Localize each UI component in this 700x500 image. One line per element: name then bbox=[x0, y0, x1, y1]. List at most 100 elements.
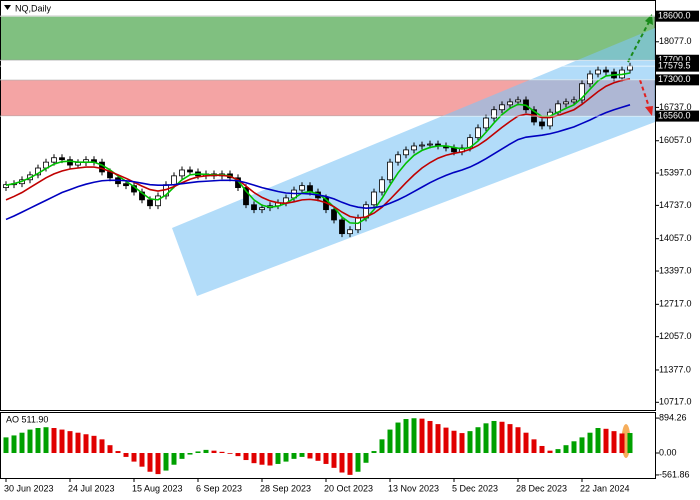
candle-body bbox=[155, 195, 161, 207]
ao-bar bbox=[67, 431, 73, 454]
ao-bar bbox=[75, 432, 81, 454]
x-tick-label: 15 Aug 2023 bbox=[132, 483, 183, 493]
ao-bar bbox=[595, 428, 601, 454]
ao-bar bbox=[115, 451, 121, 454]
ao-bar bbox=[507, 424, 513, 454]
price-label-box bbox=[656, 60, 699, 72]
candle-body bbox=[243, 187, 249, 206]
ao-bar bbox=[203, 449, 209, 454]
ao-bar bbox=[435, 424, 441, 454]
candle-body bbox=[75, 162, 81, 166]
ao-bar bbox=[219, 451, 225, 454]
ao-bar bbox=[555, 449, 561, 454]
ao-bar bbox=[331, 453, 337, 468]
ao-bar bbox=[59, 429, 65, 454]
candle-body bbox=[563, 101, 569, 105]
ao-bar bbox=[627, 433, 633, 454]
ao-bar bbox=[579, 437, 585, 454]
price-label-box bbox=[656, 54, 699, 66]
ao-bar bbox=[427, 420, 433, 454]
moving-average bbox=[5, 104, 631, 221]
candle-body bbox=[371, 191, 377, 206]
ao-bar bbox=[531, 439, 537, 454]
candle-body bbox=[67, 159, 73, 166]
y-tick-label: 14737.0 bbox=[659, 200, 692, 210]
candle-body bbox=[123, 183, 129, 187]
price-label: 17700.0 bbox=[658, 55, 691, 65]
moving-average bbox=[5, 72, 631, 225]
y-tick-label: 18077.0 bbox=[659, 36, 692, 46]
ao-bar bbox=[107, 445, 113, 454]
candle-body bbox=[411, 145, 417, 151]
ao-bar bbox=[563, 445, 569, 454]
x-tick-label: 20 Oct 2023 bbox=[324, 483, 373, 493]
ao-bar bbox=[291, 453, 297, 459]
candle-body bbox=[595, 69, 601, 75]
ao-plot bbox=[3, 418, 633, 475]
ao-bar bbox=[483, 423, 489, 454]
menu-icon[interactable] bbox=[4, 5, 11, 10]
ao-bar bbox=[419, 418, 425, 454]
y-tick-label: 16737.0 bbox=[659, 102, 692, 112]
candle-body bbox=[147, 199, 153, 207]
price-label-box bbox=[656, 10, 699, 22]
ao-bar bbox=[323, 453, 329, 464]
candle-body bbox=[627, 65, 633, 71]
y-tick-label: 16057.0 bbox=[659, 135, 692, 145]
price-label: 17579.5 bbox=[658, 61, 691, 71]
candle-body bbox=[547, 111, 553, 127]
up-arrow-head bbox=[645, 14, 653, 25]
candle-body bbox=[179, 169, 185, 177]
ao-bar bbox=[3, 437, 9, 454]
ao-bar bbox=[387, 429, 393, 454]
candle-body bbox=[187, 169, 193, 173]
down-arrow-head bbox=[645, 106, 653, 116]
moving-average bbox=[5, 78, 631, 219]
ao-bar bbox=[547, 450, 553, 454]
y-tick-label: 10717.0 bbox=[659, 397, 692, 407]
chart-title: NQ,Daily bbox=[15, 3, 52, 13]
ao-bar bbox=[259, 453, 265, 465]
ao-bar bbox=[155, 453, 161, 475]
ao-y-tick-label: -561.86 bbox=[659, 469, 690, 479]
candle-body bbox=[259, 207, 265, 211]
x-tick-label: 13 Nov 2023 bbox=[388, 483, 439, 493]
ao-bar bbox=[283, 453, 289, 462]
ao-bar bbox=[315, 453, 321, 461]
ao-bar bbox=[571, 441, 577, 454]
candle-body bbox=[419, 144, 425, 147]
down-arrow bbox=[639, 79, 651, 111]
ao-bar bbox=[499, 421, 505, 454]
x-tick-label: 5 Dec 2023 bbox=[452, 483, 498, 493]
y-tick-label: 11377.0 bbox=[659, 364, 691, 374]
ao-bar bbox=[275, 453, 281, 464]
x-tick-label: 22 Jan 2024 bbox=[580, 483, 630, 493]
ao-bar bbox=[51, 428, 57, 454]
candle-body bbox=[603, 69, 609, 73]
ao-bar bbox=[339, 453, 345, 473]
candle-body bbox=[483, 117, 489, 129]
price-label: 17300.0 bbox=[658, 74, 691, 84]
ao-bar bbox=[19, 432, 25, 454]
candle-body bbox=[51, 157, 57, 163]
ao-bar bbox=[299, 453, 305, 457]
ao-bar bbox=[83, 434, 89, 454]
candle-body bbox=[395, 154, 401, 163]
ao-bar bbox=[91, 435, 97, 454]
y-tick-label: 15397.0 bbox=[659, 167, 692, 177]
ao-bar bbox=[131, 453, 137, 462]
candle-body bbox=[491, 109, 497, 119]
ao-bar bbox=[307, 453, 313, 459]
ao-bar bbox=[195, 451, 201, 454]
candle-body bbox=[587, 73, 593, 85]
ao-bar bbox=[379, 439, 385, 454]
ao-bar bbox=[411, 418, 417, 454]
ao-bar bbox=[163, 453, 169, 471]
ao-bar bbox=[475, 427, 481, 454]
candle-body bbox=[171, 175, 177, 186]
trend-channel bbox=[172, 28, 655, 296]
ao-bar bbox=[451, 430, 457, 454]
main-plot bbox=[3, 62, 633, 238]
ao-bar bbox=[243, 453, 249, 461]
